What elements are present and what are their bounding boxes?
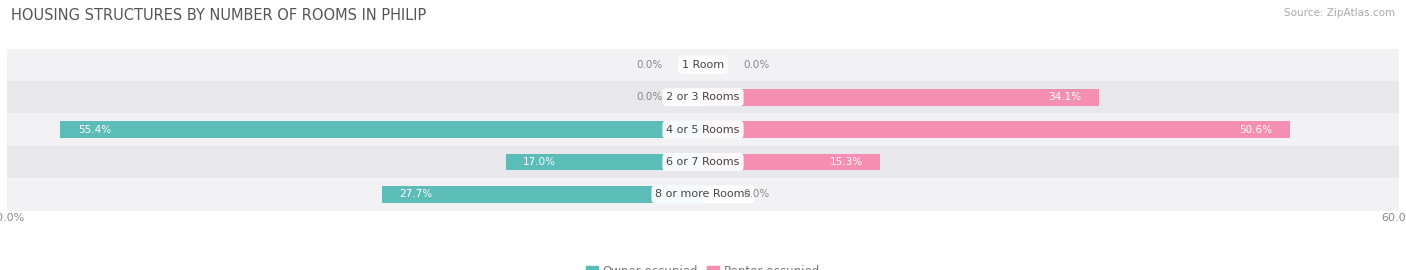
- Text: 27.7%: 27.7%: [399, 189, 432, 200]
- Bar: [7, 81, 1399, 113]
- Bar: [703, 89, 1098, 106]
- Text: 0.0%: 0.0%: [636, 92, 662, 102]
- Bar: [7, 146, 1399, 178]
- Text: 4 or 5 Rooms: 4 or 5 Rooms: [666, 124, 740, 135]
- Bar: [7, 178, 1399, 211]
- Text: 8 or more Rooms: 8 or more Rooms: [655, 189, 751, 200]
- Legend: Owner-occupied, Renter-occupied: Owner-occupied, Renter-occupied: [581, 260, 825, 270]
- Text: 2 or 3 Rooms: 2 or 3 Rooms: [666, 92, 740, 102]
- Bar: [703, 154, 880, 170]
- Text: 1 Room: 1 Room: [682, 60, 724, 70]
- Text: 50.6%: 50.6%: [1240, 124, 1272, 135]
- Bar: [7, 49, 1399, 81]
- Text: 0.0%: 0.0%: [744, 189, 770, 200]
- Bar: [703, 121, 1289, 138]
- Text: Source: ZipAtlas.com: Source: ZipAtlas.com: [1284, 8, 1395, 18]
- Text: 55.4%: 55.4%: [77, 124, 111, 135]
- Text: 6 or 7 Rooms: 6 or 7 Rooms: [666, 157, 740, 167]
- Bar: [60, 121, 703, 138]
- Text: 17.0%: 17.0%: [523, 157, 557, 167]
- Text: 34.1%: 34.1%: [1047, 92, 1081, 102]
- Bar: [7, 113, 1399, 146]
- Bar: [381, 186, 703, 203]
- Text: 15.3%: 15.3%: [830, 157, 863, 167]
- Bar: [506, 154, 703, 170]
- Text: HOUSING STRUCTURES BY NUMBER OF ROOMS IN PHILIP: HOUSING STRUCTURES BY NUMBER OF ROOMS IN…: [11, 8, 426, 23]
- Text: 0.0%: 0.0%: [744, 60, 770, 70]
- Text: 0.0%: 0.0%: [636, 60, 662, 70]
